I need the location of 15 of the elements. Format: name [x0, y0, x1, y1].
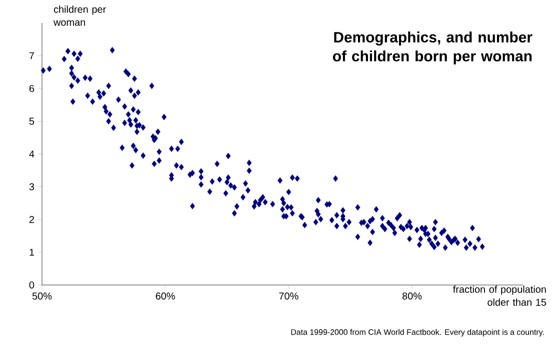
x-axis-title: fraction of population older than 15 — [453, 286, 546, 306]
y-tick-label: 1 — [30, 248, 34, 256]
x-tick-label: 70% — [279, 292, 298, 300]
y-tick-label: 6 — [29, 84, 34, 92]
y-tick-label: 5 — [29, 118, 34, 125]
y-tick-label: 0 — [29, 281, 34, 289]
y-tick-label: 7 — [29, 52, 34, 60]
y-tick-label: 3 — [29, 183, 34, 190]
x-tick-label: 60% — [156, 292, 175, 300]
text: Demographics, and number of children born per woman — [332, 32, 532, 64]
y-axis-title: children per woman — [54, 6, 106, 26]
x-tick-label: 50% — [32, 292, 52, 300]
y-tick-label: 2 — [29, 216, 34, 223]
x-tick-label: 80% — [402, 292, 422, 300]
y-tick-label: 4 — [29, 150, 34, 158]
